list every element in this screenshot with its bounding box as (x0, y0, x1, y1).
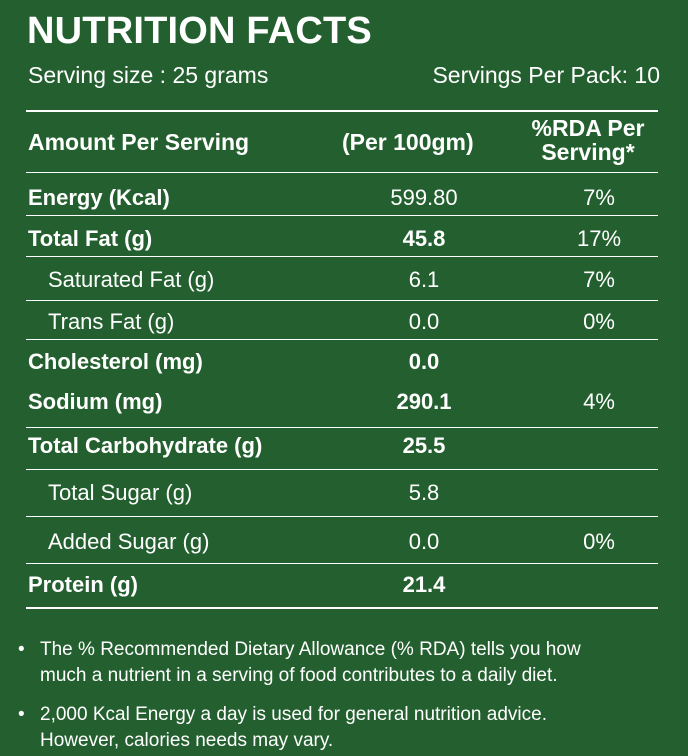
nutrient-name: Added Sugar (g) (48, 529, 210, 554)
nutrient-value: 5.8 (408, 480, 440, 505)
nutrient-value: 0.0 (408, 529, 440, 554)
row-divider (26, 215, 658, 216)
note-line: 2,000 Kcal Energy a day is used for gene… (40, 704, 547, 725)
nutrient-rda: 0% (583, 529, 615, 554)
note-text: The % Recommended Dietary Allowance (% R… (40, 637, 581, 689)
table-row: Sodium (mg) 290.1 4% (0, 388, 688, 416)
nutrient-value: 0.0 (408, 309, 440, 334)
table-top-rule (26, 110, 658, 112)
note-line: The % Recommended Dietary Allowance (% R… (40, 639, 581, 660)
nutrient-value: 290.1 (396, 389, 452, 414)
table-row: Trans Fat (g) 0.0 0% (0, 308, 688, 336)
note-text: 2,000 Kcal Energy a day is used for gene… (40, 702, 547, 754)
nutrient-rda: 0% (583, 309, 615, 334)
column-header-rda-line1: %RDA Per (531, 115, 645, 141)
nutrient-name: Energy (Kcal) (28, 185, 170, 210)
row-divider (26, 339, 658, 340)
nutrient-rda: 4% (583, 389, 615, 414)
table-row: Cholesterol (mg) 0.0 (0, 348, 688, 376)
row-divider (26, 300, 658, 301)
note-line: much a nutrient in a serving of food con… (40, 665, 558, 686)
column-header-amount: Amount Per Serving (28, 129, 250, 155)
table-bottom-rule (26, 607, 658, 609)
table-row: Protein (g) 21.4 (0, 571, 688, 599)
table-row: Total Fat (g) 45.8 17% (0, 225, 688, 253)
column-header-rda-line2: Serving* (541, 139, 635, 165)
nutrient-name: Saturated Fat (g) (48, 267, 215, 292)
nutrient-value: 25.5 (402, 433, 446, 458)
bullet-dot: • (18, 704, 25, 725)
row-divider (26, 563, 658, 564)
nutrient-value: 45.8 (402, 226, 446, 251)
nutrient-value: 0.0 (408, 349, 440, 374)
row-divider (26, 469, 658, 470)
nutrient-rda: 17% (576, 226, 622, 251)
nutrient-value: 21.4 (402, 572, 446, 597)
table-row: Total Carbohydrate (g) 25.5 (0, 432, 688, 460)
nutrient-name: Cholesterol (mg) (28, 349, 203, 374)
table-row: Total Sugar (g) 5.8 (0, 479, 688, 507)
table-row: Added Sugar (g) 0.0 0% (0, 528, 688, 556)
nutrition-title: NUTRITION FACTS (27, 10, 372, 52)
serving-size: Serving size : 25 grams (28, 62, 269, 88)
nutrient-name: Total Fat (g) (28, 226, 153, 251)
servings-per-pack: Servings Per Pack: 10 (432, 62, 660, 88)
table-row: Saturated Fat (g) 6.1 7% (0, 266, 688, 294)
nutrient-name: Protein (g) (28, 572, 138, 597)
nutrient-name: Total Sugar (g) (48, 480, 193, 505)
nutrient-name: Trans Fat (g) (48, 309, 175, 334)
table-row: Energy (Kcal) 599.80 7% (0, 184, 688, 212)
nutrient-name: Total Carbohydrate (g) (28, 433, 263, 458)
table-header-rule (26, 172, 658, 173)
column-header-rda: %RDA Per Serving* (518, 116, 658, 164)
bullet-dot: • (18, 639, 25, 660)
nutrient-value: 6.1 (408, 267, 440, 292)
row-divider (26, 516, 658, 517)
note-line: However, calories needs may vary. (40, 730, 334, 751)
row-divider (26, 427, 658, 428)
nutrient-value: 599.80 (390, 185, 458, 210)
column-header-per100: (Per 100gm) (342, 129, 474, 155)
nutrient-name: Sodium (mg) (28, 389, 163, 414)
nutrient-rda: 7% (583, 185, 615, 210)
row-divider (26, 256, 658, 257)
nutrient-rda: 7% (583, 267, 615, 292)
